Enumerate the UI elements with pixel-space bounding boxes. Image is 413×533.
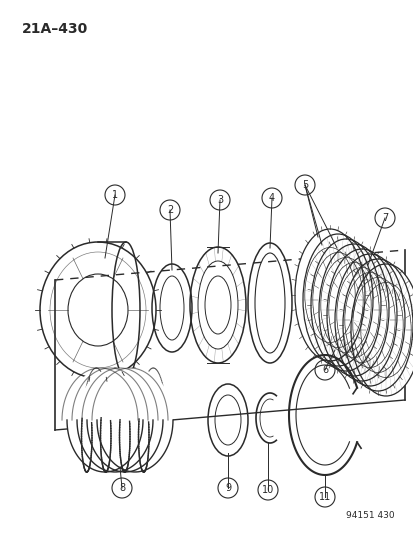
Text: 1: 1 bbox=[112, 190, 118, 200]
Text: 10: 10 bbox=[261, 485, 273, 495]
Text: 2: 2 bbox=[166, 205, 173, 215]
Text: 21A–430: 21A–430 bbox=[22, 22, 88, 36]
Text: 94151 430: 94151 430 bbox=[346, 511, 394, 520]
Ellipse shape bbox=[342, 259, 412, 391]
Ellipse shape bbox=[87, 368, 163, 472]
Ellipse shape bbox=[326, 249, 396, 381]
Ellipse shape bbox=[334, 254, 404, 386]
Text: 11: 11 bbox=[318, 492, 330, 502]
Text: 9: 9 bbox=[224, 483, 230, 493]
Text: 6: 6 bbox=[321, 365, 327, 375]
Ellipse shape bbox=[77, 368, 153, 472]
Ellipse shape bbox=[310, 239, 380, 371]
Ellipse shape bbox=[294, 229, 364, 361]
Text: 7: 7 bbox=[381, 213, 387, 223]
Ellipse shape bbox=[97, 368, 173, 472]
Text: 5: 5 bbox=[301, 180, 307, 190]
Text: 8: 8 bbox=[119, 483, 125, 493]
Ellipse shape bbox=[302, 234, 372, 366]
Ellipse shape bbox=[67, 368, 142, 472]
Ellipse shape bbox=[350, 264, 413, 396]
Text: 4: 4 bbox=[268, 193, 274, 203]
Text: 3: 3 bbox=[216, 195, 223, 205]
Ellipse shape bbox=[318, 244, 388, 376]
